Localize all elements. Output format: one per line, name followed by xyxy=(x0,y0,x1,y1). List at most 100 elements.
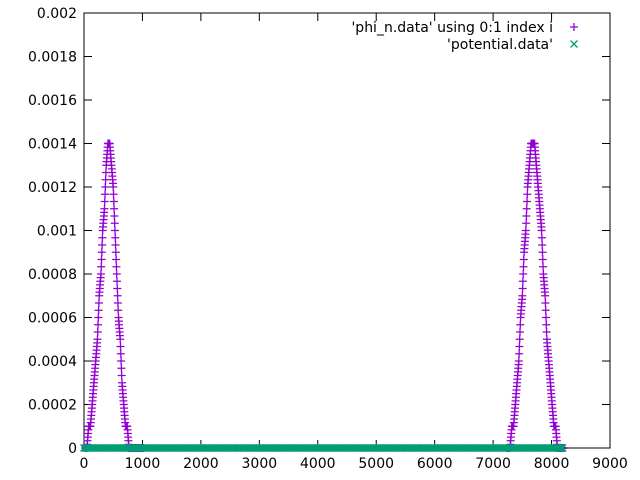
series-point-interp xyxy=(113,284,122,293)
y-tick-label: 0.002 xyxy=(37,6,77,22)
series-point-interp xyxy=(113,299,122,307)
series-point xyxy=(521,226,530,235)
series-point-interp xyxy=(110,219,119,228)
series-point xyxy=(110,226,119,235)
series-point-interp xyxy=(522,204,531,213)
series-point-interp xyxy=(101,190,110,199)
series-point-interp xyxy=(117,364,126,373)
y-tick-label: 0.0002 xyxy=(28,398,77,414)
series-point-interp xyxy=(110,212,119,220)
y-tick-label: 0.0014 xyxy=(28,137,77,153)
y-tick-label: 0.0016 xyxy=(28,93,77,109)
x-tick-label: 1000 xyxy=(125,456,161,472)
series-point-interp xyxy=(518,284,527,293)
legend: 'phi_n.data' using 0:1 index i'potential… xyxy=(351,20,578,53)
series-point-interp xyxy=(111,241,120,249)
series-point-interp xyxy=(542,328,551,336)
series-point-interp xyxy=(523,197,532,206)
series-point-interp xyxy=(539,262,548,271)
series-point-interp xyxy=(94,313,103,322)
series-point-interp xyxy=(97,262,106,271)
series-point-interp xyxy=(111,233,120,242)
series-point-interp xyxy=(94,306,103,315)
legend-marker xyxy=(570,40,578,48)
series-point xyxy=(96,270,105,278)
legend-label: 'phi_n.data' using 0:1 index i xyxy=(351,20,553,36)
x-tick-label: 8000 xyxy=(534,456,570,472)
series-point-interp xyxy=(100,197,109,206)
series-point-interp xyxy=(116,349,125,358)
series-point-interp xyxy=(93,328,102,336)
series-point-interp xyxy=(110,204,119,213)
y-axis: 0 0.0002 0.0004 0.0006 0.0008 0.001 0.0012 0.00… xyxy=(28,6,610,457)
y-tick-label: 0.001 xyxy=(37,224,77,240)
x-tick-label: 4000 xyxy=(300,456,336,472)
series-point-interp xyxy=(94,320,103,329)
series-point-interp xyxy=(116,342,125,351)
series-point-interp xyxy=(117,357,126,365)
x-tick-label: 9000 xyxy=(592,456,628,472)
series-point-interp xyxy=(98,233,107,242)
series-point-interp xyxy=(112,255,121,264)
series-point-interp xyxy=(522,212,531,220)
series-point-interp xyxy=(538,255,547,264)
series-point-interp xyxy=(519,262,528,271)
series-point-interp xyxy=(113,291,122,300)
series-point-interp xyxy=(542,313,551,322)
series-point-interp xyxy=(515,328,524,336)
series-point-interp xyxy=(109,190,118,199)
x-tick-label: 0 xyxy=(80,456,89,472)
series-point-interp xyxy=(523,190,532,199)
series-1 xyxy=(80,444,567,452)
series-point xyxy=(541,291,550,300)
series-point-interp xyxy=(113,277,122,286)
series-point-interp xyxy=(516,320,525,329)
y-tick-label: 0.0018 xyxy=(28,50,77,66)
series-point xyxy=(112,270,121,278)
series-point xyxy=(537,226,546,235)
y-tick-label: 0 xyxy=(68,441,77,457)
series-point-interp xyxy=(519,270,528,278)
series-point xyxy=(558,444,567,452)
series-point-interp xyxy=(117,371,126,380)
plot-frame xyxy=(83,12,611,449)
data-marks xyxy=(80,139,568,452)
series-point-interp xyxy=(541,299,550,307)
x-tick-label: 5000 xyxy=(358,456,394,472)
series-point-interp xyxy=(97,255,106,264)
series-point-interp xyxy=(515,349,524,358)
series-point xyxy=(109,183,118,191)
x-tick-label: 2000 xyxy=(183,456,219,472)
x-tick-label: 7000 xyxy=(475,456,511,472)
series-point xyxy=(518,291,527,300)
y-tick-label: 0.0004 xyxy=(28,354,77,370)
series-point-interp xyxy=(542,320,551,329)
legend-label: 'potential.data' xyxy=(447,37,553,53)
series-point-interp xyxy=(518,277,527,286)
y-tick-label: 0.0012 xyxy=(28,180,77,196)
series-point-interp xyxy=(109,197,118,206)
x-tick-label: 3000 xyxy=(242,456,278,472)
series-point-interp xyxy=(98,241,107,249)
series-point-interp xyxy=(101,175,110,184)
series-point-interp xyxy=(515,342,524,351)
series-point-interp xyxy=(111,248,120,257)
series-point-interp xyxy=(538,241,547,249)
x-axis: 0 1000 2000 3000 4000 5000 6000 7000 8000 9000 xyxy=(80,13,628,472)
series-point-interp xyxy=(522,219,531,228)
series-point-interp xyxy=(515,335,524,344)
series-point xyxy=(100,204,109,213)
series-point xyxy=(116,335,125,344)
series-point-interp xyxy=(519,255,528,264)
legend-marker xyxy=(570,23,578,31)
series-point-interp xyxy=(101,183,110,191)
x-tick-label: 6000 xyxy=(417,456,453,472)
series-point-interp xyxy=(538,248,547,257)
series-0 xyxy=(81,139,568,452)
series-point-interp xyxy=(97,248,106,257)
series-point-interp xyxy=(537,233,546,242)
series-point-interp xyxy=(112,262,121,271)
y-tick-label: 0.0008 xyxy=(28,267,77,283)
series-point xyxy=(93,335,102,344)
